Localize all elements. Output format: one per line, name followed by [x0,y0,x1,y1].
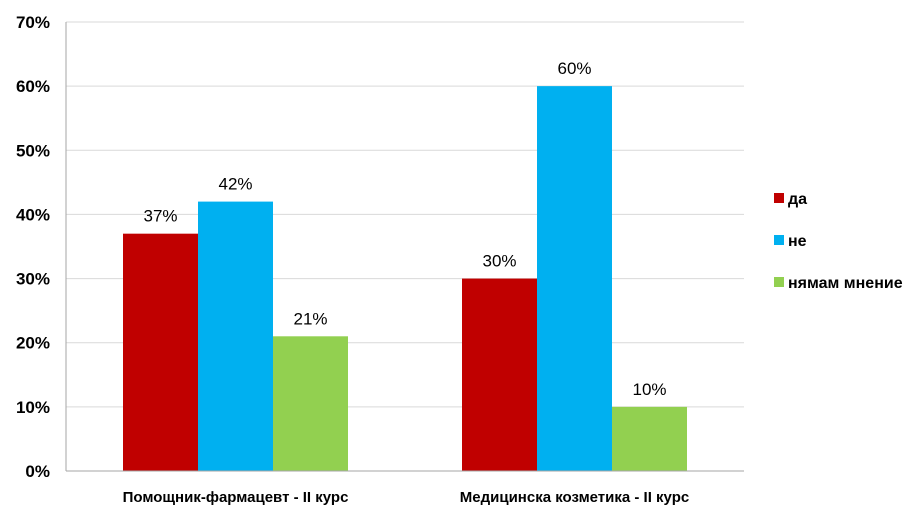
x-axis: Помощник-фармацевт - II курс Медицинска к… [66,470,744,506]
y-axis: 0% 10% 20% 30% 40% 50% 60% 70% [16,13,67,481]
data-label: 37% [143,207,177,226]
x-category-label: Помощник-фармацевт - II курс [123,489,349,506]
bars [123,86,687,472]
legend-label: нямам мнение [788,275,903,292]
bar [123,233,198,471]
bar [612,406,687,471]
legend-label: не [788,233,807,250]
bar [198,201,273,471]
x-category-label: Медицинска козметика - II курс [460,489,689,506]
bar [462,278,537,471]
y-tick-label: 70% [16,13,50,32]
y-tick-label: 60% [16,77,50,96]
y-tick-label: 10% [16,398,50,417]
data-label: 21% [293,309,327,328]
legend: да не нямам мнение [774,191,903,292]
bar [537,86,612,472]
data-label: 10% [632,380,666,399]
legend-swatch [774,193,784,203]
y-tick-label: 40% [16,205,50,224]
data-label: 42% [218,175,252,194]
y-tick-label: 50% [16,141,50,160]
y-tick-label: 0% [25,462,50,481]
data-labels: 37% 42% 21% 30% 60% 10% [143,59,666,399]
bar [273,336,348,471]
legend-swatch [774,277,784,287]
y-tick-label: 30% [16,270,50,289]
y-tick-label: 20% [16,334,50,353]
data-label: 60% [557,59,591,78]
legend-swatch [774,235,784,245]
legend-label: да [788,191,807,208]
data-label: 30% [482,252,516,271]
